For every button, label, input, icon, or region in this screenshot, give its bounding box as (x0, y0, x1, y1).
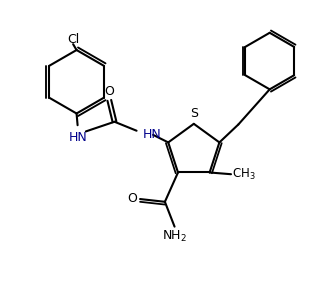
Text: HN: HN (143, 128, 162, 141)
Text: HN: HN (69, 131, 88, 145)
Text: NH$_2$: NH$_2$ (162, 229, 187, 244)
Text: S: S (190, 107, 198, 120)
Text: Cl: Cl (67, 33, 79, 46)
Text: O: O (104, 85, 114, 98)
Text: CH$_3$: CH$_3$ (232, 167, 256, 182)
Text: O: O (127, 192, 137, 205)
